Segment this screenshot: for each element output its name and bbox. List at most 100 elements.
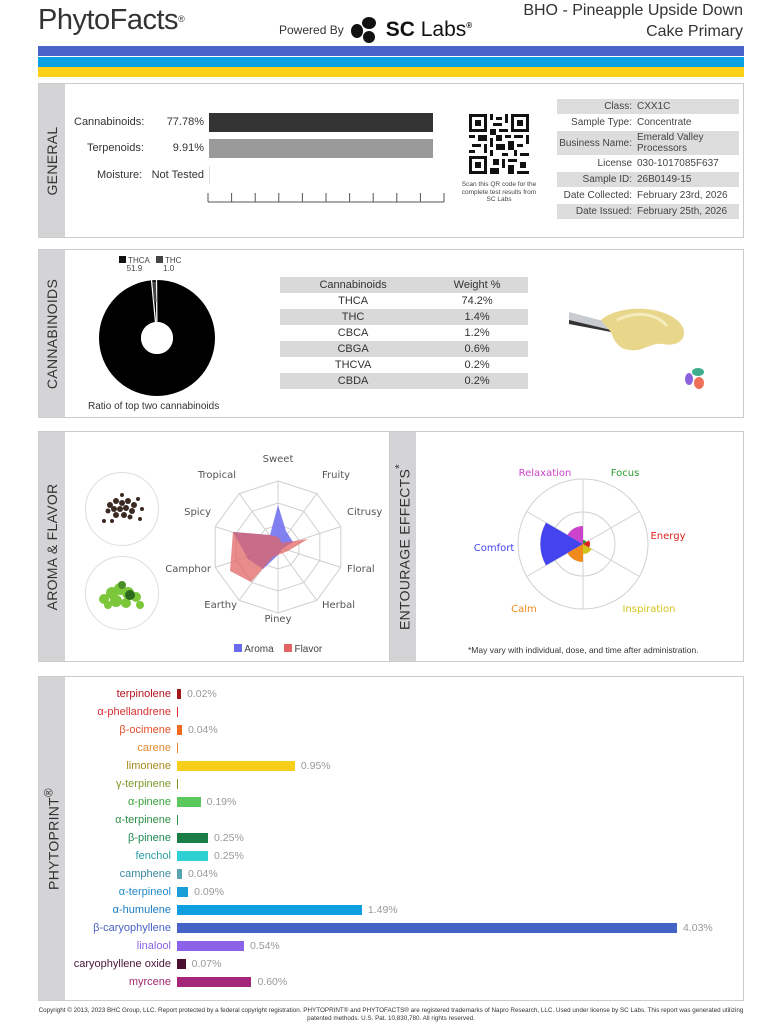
moisture-row: Moisture: Not Tested — [97, 169, 204, 181]
general-panel: GENERAL Cannabinoids: 77.78% Terpenoids:… — [38, 83, 744, 238]
axis-earthy: Earthy — [204, 600, 237, 611]
terpenoids-row: Terpenoids: 9.91% — [87, 142, 204, 154]
terpene-value: 0.25% — [214, 832, 244, 844]
terpene-row: linalool 0.54% — [66, 937, 280, 955]
terpene-name: α-pinene — [127, 796, 171, 808]
cell-weight: 0.2% — [464, 375, 490, 387]
terpene-row: α-terpineol 0.09% — [66, 883, 224, 901]
terpene-bar — [177, 851, 209, 861]
meta-class: Class: CXX1C — [557, 99, 739, 114]
meta-date-collected: Date Collected: February 23rd, 2026 — [557, 188, 739, 203]
terpene-name: β-ocimene — [119, 724, 171, 736]
sc-labs-dots-icon — [685, 368, 704, 389]
cannabinoids-side: CANNABINOIDS — [39, 250, 65, 417]
terpene-value: 0.04% — [187, 724, 218, 736]
stripe-cyan — [38, 57, 744, 67]
entourage-label-mark: * — [393, 463, 407, 469]
terpene-value: 0.07% — [191, 958, 222, 970]
terpene-row: terpinolene 0.02% — [66, 685, 217, 703]
cell-name: CBCA — [337, 327, 369, 339]
terpene-bar — [177, 797, 201, 807]
meta-key: Sample ID: — [582, 174, 632, 185]
cannabinoids-bar — [209, 113, 433, 132]
table-row: THCA 74.2% — [280, 293, 528, 309]
radar-legend: Aroma Flavor — [234, 644, 322, 655]
terpene-name: β-caryophyllene — [93, 922, 171, 934]
footer-copyright: Copyright © 2013, 2023 BHC Group, LLC. R… — [38, 1007, 744, 1022]
terpene-row: fenchol 0.25% — [66, 847, 244, 865]
meta-sample-type: Sample Type: Concentrate — [557, 115, 739, 130]
terpene-row: β-ocimene 0.04% — [66, 721, 218, 739]
cell-name: CBGA — [337, 343, 369, 355]
legend-thc-value: 1.0 — [163, 264, 175, 273]
terpene-bar — [177, 941, 244, 951]
terpene-name: α-phellandrene — [97, 706, 171, 718]
terpene-name: fenchol — [135, 850, 171, 862]
terpene-value: 0.60% — [257, 976, 288, 988]
terpene-name: α-humulene — [112, 904, 171, 916]
phytoprint-label-mark: ® — [42, 787, 56, 797]
product-title-line2: Cake Primary — [646, 23, 743, 40]
table-header: Cannabinoids Weight % — [280, 277, 528, 293]
cell-name: THCVA — [334, 359, 372, 371]
logo-mark: ® — [178, 14, 185, 24]
cell-name: THCA — [338, 295, 369, 307]
terpene-name: β-pinene — [127, 832, 171, 844]
terpene-row: α-humulene 1.49% — [66, 901, 398, 919]
qr-code-icon[interactable] — [469, 114, 529, 174]
sc-labs-mark: ® — [466, 21, 473, 30]
stripe-yellow — [38, 67, 744, 77]
legend-flavor: Flavor — [283, 644, 323, 655]
terpene-bar — [177, 815, 178, 825]
meta-value: Emerald Valley Processors — [637, 132, 704, 154]
aroma-side: AROMA & FLAVOR — [39, 432, 65, 661]
donut-legend: THCA 51.9 THC 1.0 — [119, 256, 181, 273]
terpenoids-value: 9.91% — [172, 142, 204, 154]
legend-aroma: Aroma — [234, 644, 274, 655]
terpene-value: 0.54% — [249, 940, 280, 952]
terpene-name: limonene — [126, 760, 171, 772]
meta-value: 030-1017085F637 — [637, 158, 719, 169]
terpene-row: β-pinene 0.25% — [66, 829, 244, 847]
cell-weight: 74.2% — [461, 295, 493, 307]
aroma-flavor-radar-chart: Sweet Fruity Citrusy Floral Herbal Piney… — [165, 454, 382, 625]
entourage-effects-chart: Relaxation Focus Energy Inspiration Calm… — [474, 468, 686, 615]
terpene-bar — [177, 887, 189, 897]
product-title: BHO - Pineapple Upside Down Cake Primary — [523, 0, 743, 42]
terpene-row: caryophyllene oxide 0.07% — [66, 955, 222, 973]
legend-thc: THC 1.0 — [155, 256, 181, 273]
phytoprint-panel: PHYTOPRINT® — [38, 676, 744, 1001]
effect-calm: Calm — [511, 604, 537, 615]
terpene-name: terpinolene — [116, 688, 171, 700]
terpene-value: 0.25% — [214, 850, 244, 862]
sc-labs-logo-icon — [350, 17, 376, 43]
terpenoids-bar — [209, 139, 433, 158]
entourage-side: ENTOURAGE EFFECTS* — [390, 432, 416, 661]
cannabinoids-label: Cannabinoids: — [74, 116, 145, 128]
donut-caption: Ratio of top two cannabinoids — [88, 401, 220, 412]
moisture-label: Moisture: — [97, 169, 143, 181]
terpene-bar — [177, 689, 181, 699]
terpene-row: limonene 0.95% — [66, 757, 330, 775]
axis-herbal: Herbal — [322, 600, 355, 611]
terpene-row: camphene 0.04% — [66, 865, 218, 883]
cannabinoid-table: Cannabinoids Weight % THCA 74.2% THC 1.4% C… — [280, 277, 528, 389]
entourage-section-label: ENTOURAGE EFFECTS* — [394, 463, 413, 629]
terpenoids-label: Terpenoids: — [87, 142, 144, 154]
terpene-bar — [177, 725, 182, 735]
meta-key: Business Name: — [559, 137, 632, 149]
cell-weight: 0.2% — [464, 359, 490, 371]
meta-key: Date Collected: — [563, 190, 632, 201]
general-section-label: GENERAL — [44, 125, 60, 196]
terpene-row: α-phellandrene — [66, 703, 184, 721]
moisture-value: Not Tested — [151, 169, 204, 181]
legend-thca-name: THCA — [128, 256, 150, 265]
entourage-label-text: ENTOURAGE EFFECTS — [396, 468, 413, 630]
axis-sweet: Sweet — [263, 454, 294, 465]
peppercorn-icon — [102, 493, 144, 523]
terpene-bar — [177, 833, 209, 843]
effect-relaxation: Relaxation — [519, 468, 572, 479]
legend-flavor-label: Flavor — [294, 644, 323, 655]
moisture-bar — [209, 166, 210, 184]
terpene-row: β-caryophyllene 4.03% — [66, 919, 713, 937]
